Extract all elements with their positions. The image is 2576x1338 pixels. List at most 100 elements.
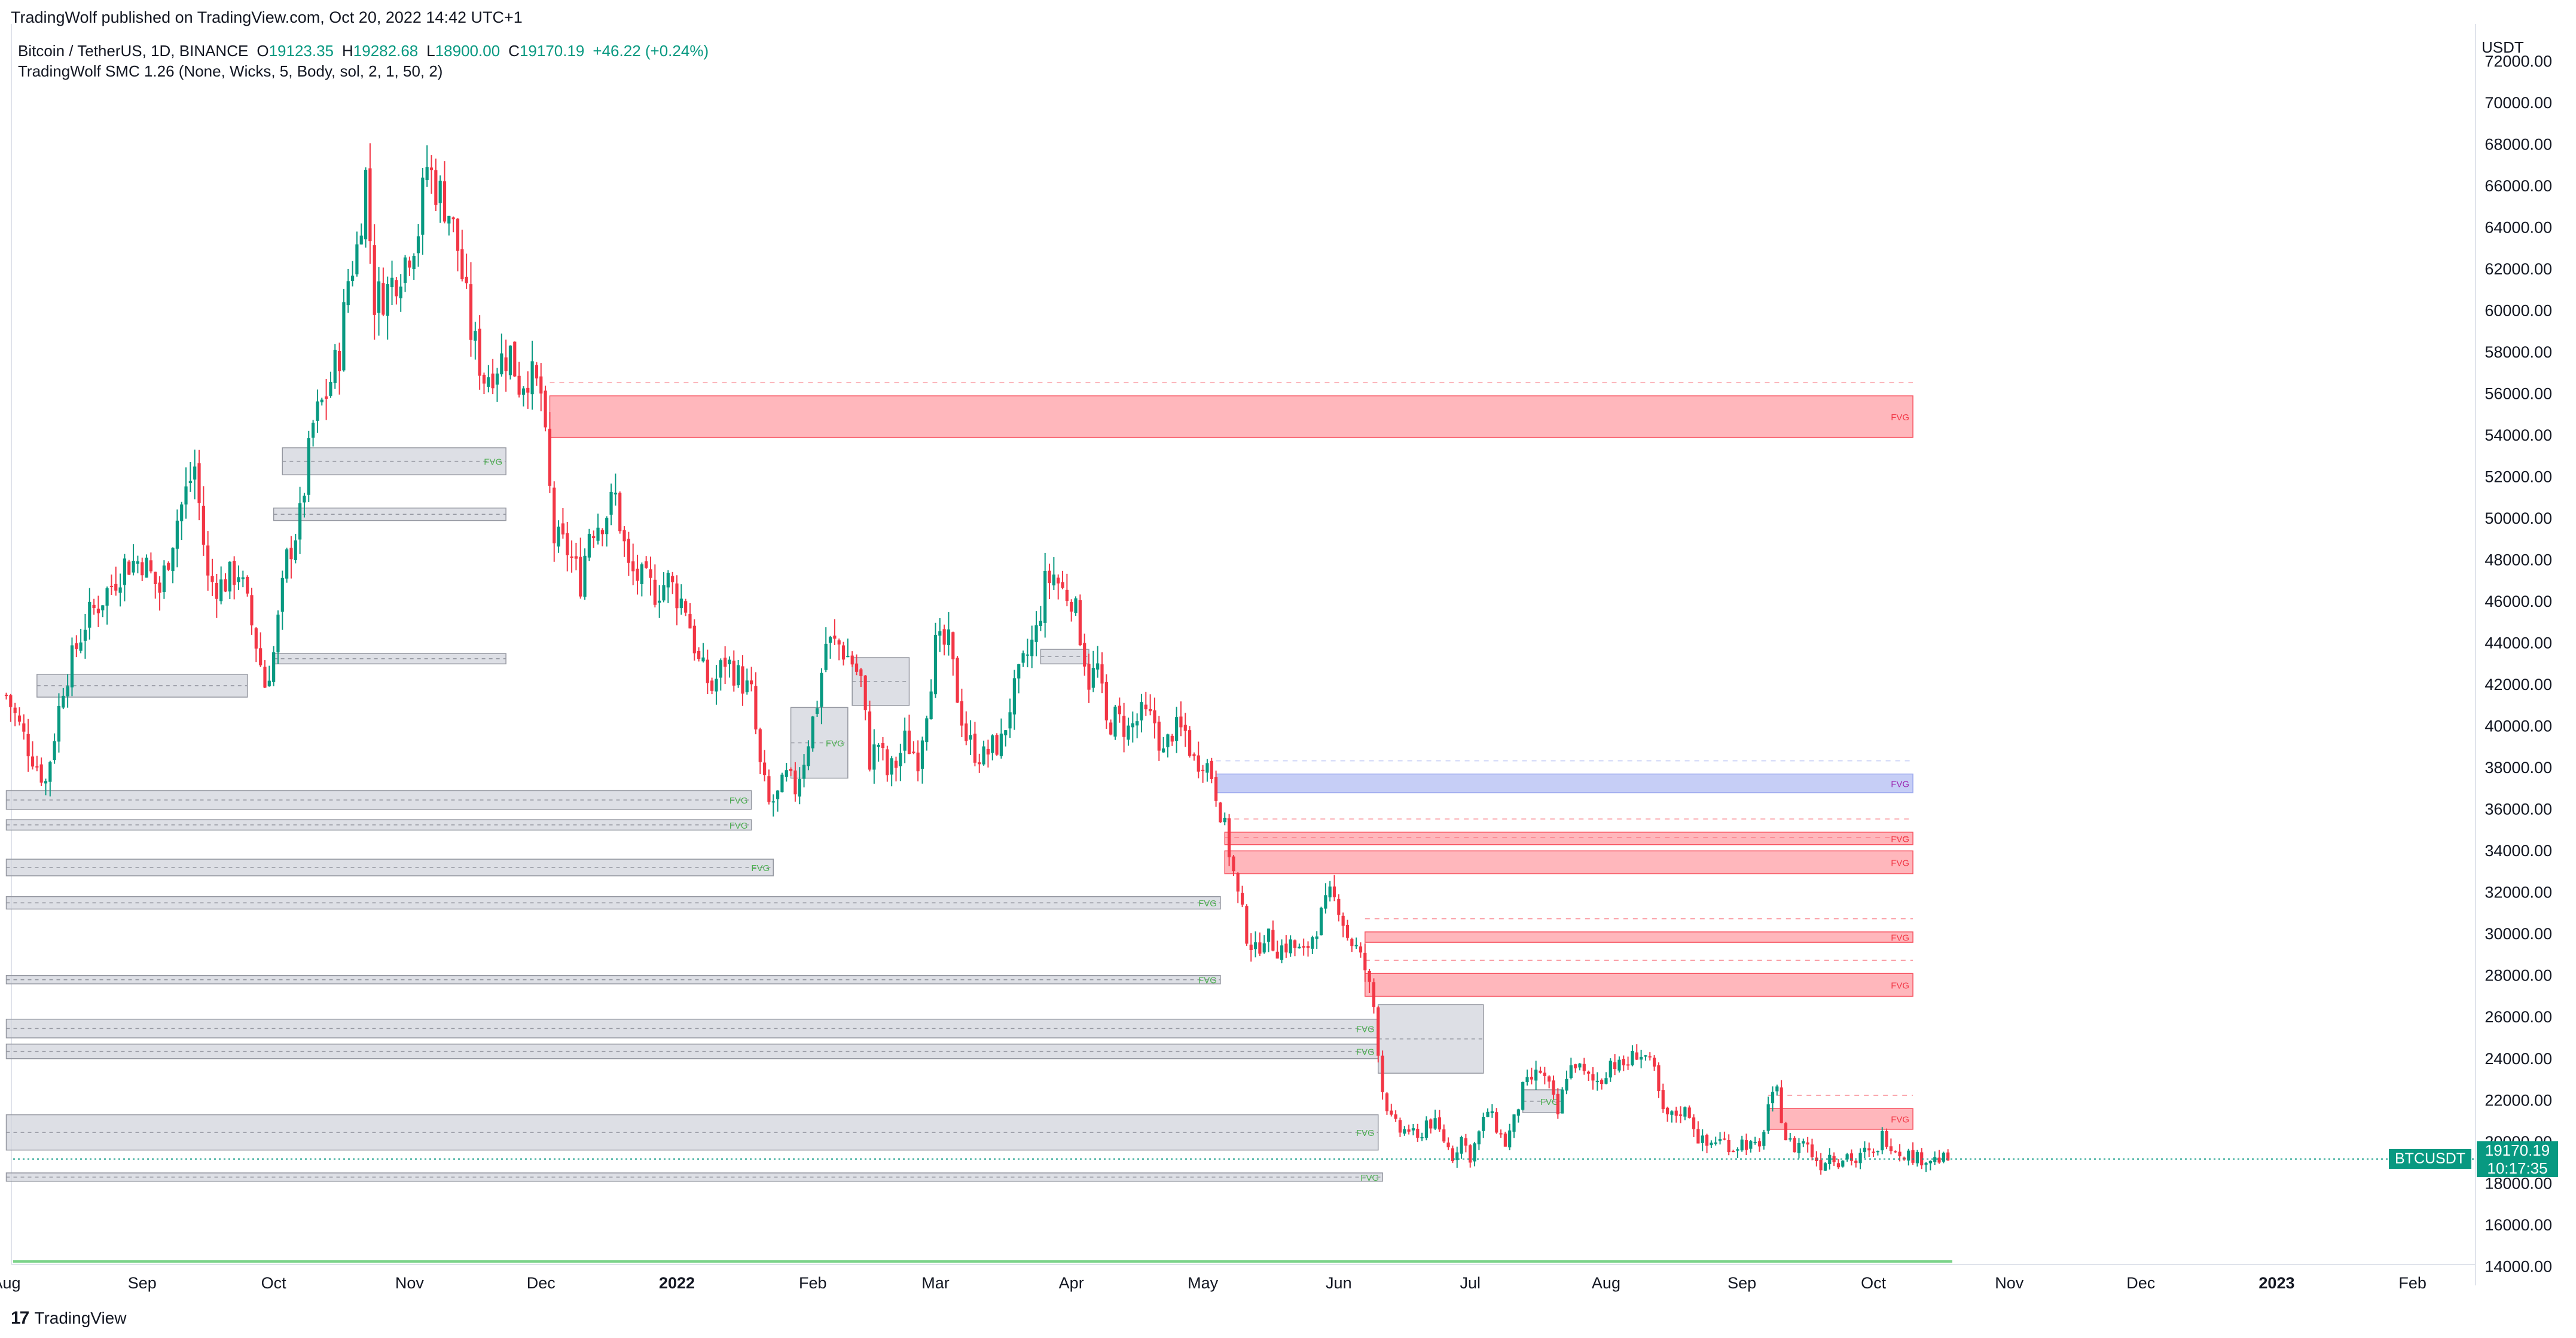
candle-body bbox=[1937, 1157, 1941, 1163]
candle-body bbox=[521, 388, 526, 395]
time-tick-label: Feb bbox=[2398, 1274, 2427, 1292]
candle-body bbox=[1797, 1143, 1801, 1154]
price-tick-label: 14000.00 bbox=[2485, 1257, 2552, 1275]
candle-body bbox=[807, 746, 810, 766]
candle-body bbox=[325, 396, 328, 399]
candle-body bbox=[1302, 946, 1305, 948]
candle-body bbox=[1433, 1118, 1437, 1129]
candle-body bbox=[592, 536, 596, 539]
symbol-name: Bitcoin / TetherUS, 1D, BINANCE bbox=[18, 42, 249, 60]
candle-body bbox=[1381, 1055, 1384, 1092]
candle-body bbox=[1258, 942, 1262, 954]
candle-body bbox=[289, 548, 293, 560]
candle-body bbox=[1674, 1110, 1678, 1116]
candle-body bbox=[1845, 1154, 1849, 1160]
candle-body bbox=[22, 723, 26, 732]
candle-body bbox=[863, 675, 867, 710]
candle-body bbox=[342, 302, 346, 371]
candle-body bbox=[793, 770, 797, 795]
candle-body bbox=[1802, 1141, 1805, 1144]
candle-body bbox=[482, 374, 486, 384]
candle-body bbox=[508, 346, 512, 375]
time-tick-label: Dec bbox=[2126, 1274, 2155, 1292]
time-tick-label: Sep bbox=[128, 1274, 157, 1292]
indicator-legend[interactable]: TradingWolf SMC 1.26 (None, Wicks, 5, Bo… bbox=[18, 62, 443, 80]
candle-body bbox=[1359, 946, 1363, 953]
candle-body bbox=[1907, 1150, 1910, 1161]
candle-body bbox=[1806, 1142, 1809, 1145]
candle-body bbox=[1578, 1063, 1582, 1068]
candle-body bbox=[1109, 722, 1113, 735]
low-value: 18900.00 bbox=[435, 42, 500, 60]
candle-body bbox=[1048, 570, 1051, 584]
candle-body bbox=[1600, 1080, 1604, 1085]
candle-body bbox=[1407, 1129, 1411, 1132]
candle-body bbox=[622, 530, 626, 542]
candle-body bbox=[1885, 1131, 1888, 1147]
candle-body bbox=[609, 491, 613, 515]
candle-body bbox=[1087, 664, 1091, 690]
candle-body bbox=[1065, 589, 1069, 601]
candle-body bbox=[1678, 1114, 1683, 1116]
tradingview-logo-icon: 17 bbox=[11, 1308, 29, 1328]
candle-body bbox=[1306, 946, 1310, 948]
candle-body bbox=[1131, 723, 1134, 728]
candle-body bbox=[645, 561, 648, 568]
candle-body bbox=[1469, 1145, 1472, 1163]
candle-body bbox=[1775, 1086, 1779, 1092]
candle-body bbox=[1757, 1141, 1762, 1147]
candle-body bbox=[474, 331, 477, 341]
candle-body bbox=[1810, 1144, 1814, 1157]
zone-ob-14 bbox=[5, 1114, 1379, 1151]
candle-body bbox=[1398, 1120, 1402, 1133]
candle-body bbox=[1718, 1138, 1722, 1141]
candle-body bbox=[303, 496, 306, 503]
candle-body bbox=[123, 558, 127, 585]
candle-body bbox=[671, 576, 674, 582]
time-tick-label: Aug bbox=[1592, 1274, 1620, 1292]
tradingview-logo[interactable]: 17 TradingView bbox=[11, 1308, 126, 1328]
time-tick-label: Mar bbox=[921, 1274, 950, 1292]
candle-body bbox=[841, 645, 846, 660]
candle-body bbox=[925, 718, 929, 743]
candle-body bbox=[250, 595, 254, 626]
candle-body bbox=[105, 588, 109, 606]
candle-body bbox=[1091, 668, 1095, 688]
candle-body bbox=[1657, 1065, 1661, 1091]
candle-body bbox=[175, 520, 179, 549]
candle-body bbox=[1534, 1070, 1538, 1081]
candle-body bbox=[1561, 1089, 1564, 1114]
candle-body bbox=[350, 276, 355, 281]
candle-body bbox=[1617, 1059, 1621, 1071]
time-axis[interactable]: Aug Sep Oct Nov Dec 2022 Feb Mar Apr May Jun Jul Aug… bbox=[0, 1274, 2427, 1292]
candle-body bbox=[828, 637, 832, 643]
candle-body bbox=[373, 245, 376, 315]
candle-body bbox=[408, 260, 411, 268]
candle-body bbox=[986, 749, 990, 754]
candle-body bbox=[1503, 1134, 1507, 1147]
candle-body bbox=[544, 390, 547, 427]
candle-body bbox=[636, 569, 639, 581]
price-axis[interactable]: 14000.0016000.0018000.0020000.0022000.00… bbox=[2485, 53, 2552, 1276]
candle-body bbox=[798, 779, 801, 797]
candle-body bbox=[837, 640, 841, 644]
candle-body bbox=[614, 493, 617, 495]
candle-body bbox=[1210, 760, 1213, 779]
candle-body bbox=[1153, 710, 1156, 723]
candle-body bbox=[1266, 928, 1271, 942]
candle-body bbox=[1043, 571, 1047, 623]
candle-body bbox=[1271, 930, 1275, 951]
candle-body bbox=[48, 762, 52, 782]
candle-body bbox=[70, 645, 74, 688]
candle-body bbox=[1595, 1080, 1599, 1082]
candle-body bbox=[154, 572, 157, 585]
candle-body bbox=[846, 655, 850, 658]
candle-body bbox=[53, 741, 56, 760]
candle-body bbox=[298, 503, 302, 540]
candle-body bbox=[434, 170, 438, 205]
candle-body bbox=[763, 762, 767, 775]
candle-body bbox=[938, 631, 942, 636]
candle-body bbox=[96, 609, 100, 613]
zone-fvg_red-6 bbox=[1768, 1108, 1913, 1130]
